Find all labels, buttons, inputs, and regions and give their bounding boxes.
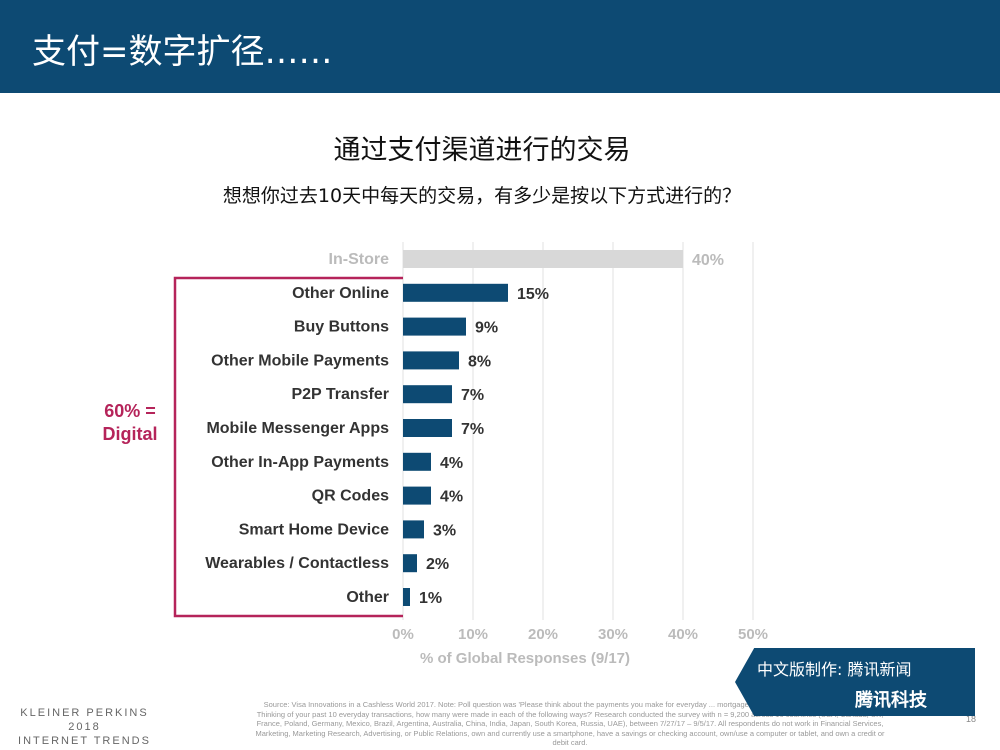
category-label: Smart Home Device: [239, 521, 389, 538]
value-label: 7%: [461, 421, 484, 438]
digital-label-1: 60% =: [104, 401, 156, 421]
badge-line-1: 中文版制作: 腾讯新闻: [757, 660, 912, 679]
brand-logo: KLEINER PERKINS 2018 INTERNET TRENDS: [18, 707, 151, 747]
value-label: 3%: [433, 522, 456, 539]
value-label: 15%: [517, 286, 549, 303]
bar: [403, 283, 508, 302]
value-label: 40%: [692, 252, 724, 269]
chart-subtitle: 想想你过去10天中每天的交易，有多少是按以下方式进行的？: [222, 185, 742, 207]
category-label: Mobile Messenger Apps: [206, 420, 389, 437]
bar: [403, 351, 459, 370]
value-label: 4%: [440, 455, 463, 472]
bar: [403, 250, 683, 268]
slide-header-title: 支付=数字扩径……: [32, 32, 333, 72]
category-label: Other In-App Payments: [211, 454, 389, 471]
category-label: P2P Transfer: [291, 386, 389, 403]
value-label: 8%: [468, 353, 491, 370]
category-label: Other Online: [292, 285, 389, 302]
category-label: Wearables / Contactless: [205, 555, 389, 572]
value-label: 1%: [419, 590, 442, 607]
digital-label-2: Digital: [102, 424, 157, 444]
category-label: In-Store: [329, 251, 390, 268]
value-label: 9%: [475, 320, 498, 337]
value-label: 2%: [426, 556, 449, 573]
x-tick-label: 0%: [392, 626, 414, 643]
x-tick-label: 30%: [598, 626, 628, 643]
value-label: 4%: [440, 489, 463, 506]
bar: [403, 317, 466, 336]
x-tick-label: 20%: [528, 626, 558, 643]
translation-badge: 中文版制作: 腾讯新闻 腾讯科技: [735, 648, 975, 716]
bar: [403, 419, 452, 437]
category-label: QR Codes: [312, 488, 389, 505]
category-label: Other Mobile Payments: [211, 352, 389, 369]
value-label: 7%: [461, 387, 484, 404]
x-axis-label: % of Global Responses (9/17): [420, 650, 630, 667]
bar: [403, 486, 431, 505]
x-tick-label: 50%: [738, 626, 768, 643]
chart-title: 通过支付渠道进行的交易: [333, 135, 631, 166]
bar: [403, 520, 424, 539]
category-label: Other: [346, 589, 389, 606]
digital-bracket: [173, 276, 403, 618]
header-bar: 支付=数字扩径……: [0, 0, 1000, 93]
badge-line-2: 腾讯科技: [855, 690, 927, 711]
x-tick-label: 10%: [458, 626, 488, 643]
x-tick-label: 40%: [668, 626, 698, 643]
page-number: 18: [966, 714, 977, 724]
bar: [403, 385, 452, 404]
bar: [403, 452, 431, 471]
source-note: Source: Visa Innovations in a Cashless W…: [255, 700, 885, 747]
bar: [403, 588, 410, 606]
bar: [403, 554, 417, 573]
category-label: Buy Buttons: [294, 319, 389, 336]
